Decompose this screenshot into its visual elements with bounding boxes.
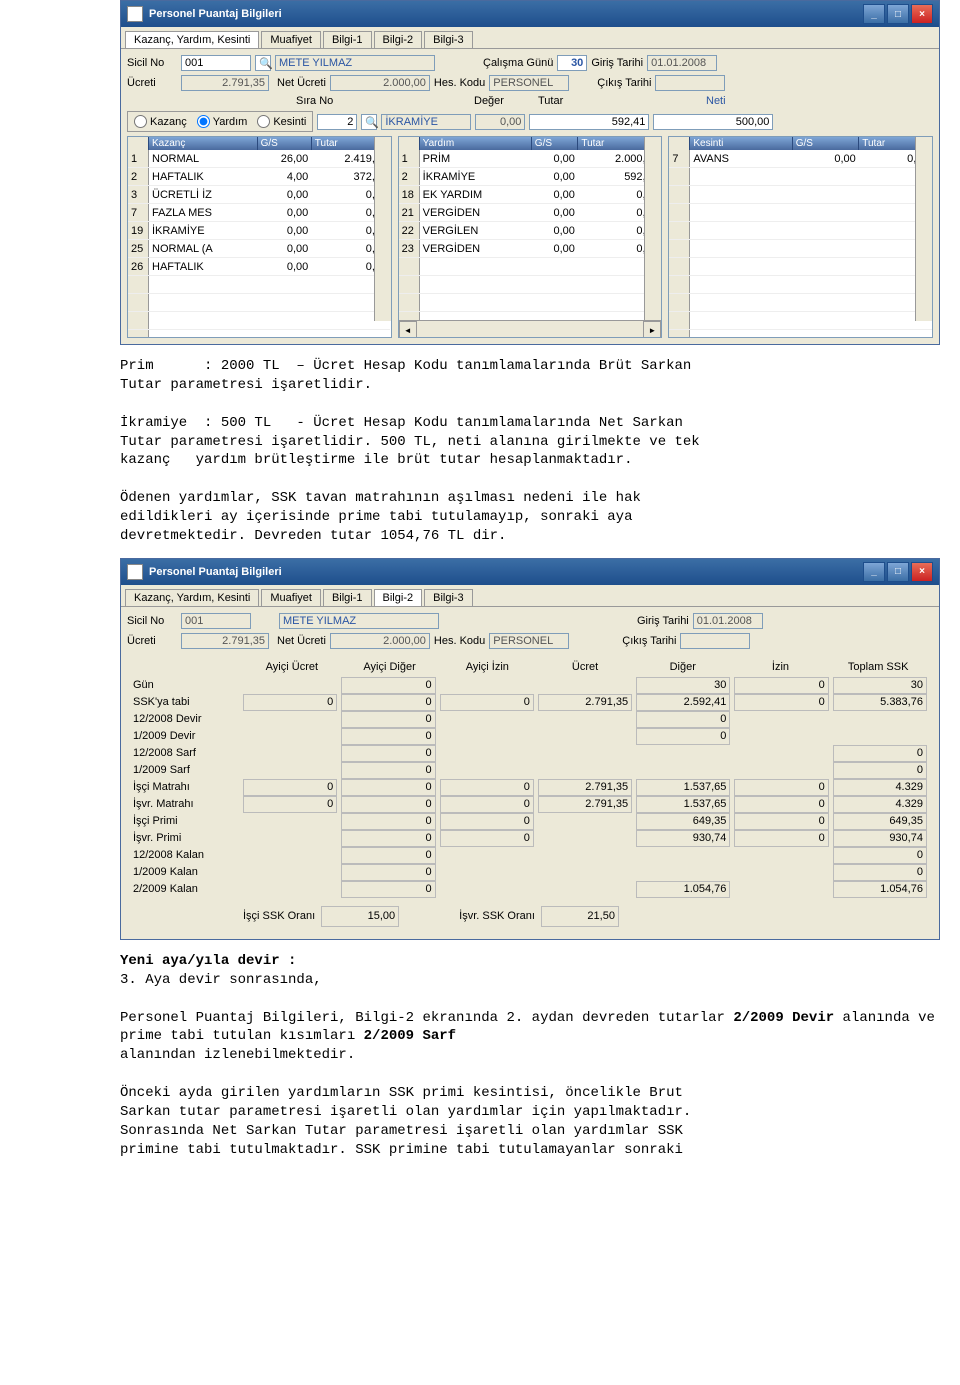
sira-lookup-button[interactable]: 🔍	[361, 114, 377, 130]
name-display: METE YILMAZ	[279, 613, 439, 629]
name-display: METE YILMAZ	[275, 55, 435, 71]
lbl-hes-kodu: Hes. Kodu	[434, 635, 485, 647]
body-text-2: Yeni aya/yıla devir : 3. Aya devir sonra…	[120, 952, 940, 1160]
tab-muafiyet[interactable]: Muafiyet	[261, 31, 321, 48]
tab-kazanc[interactable]: Kazanç, Yardım, Kesinti	[125, 589, 259, 606]
lbl-isvr-oran: İşvr. SSK Oranı	[459, 910, 535, 922]
tutar-input[interactable]: 592,41	[529, 114, 649, 130]
lbl-sira: Sıra No	[296, 95, 346, 107]
app-icon	[127, 564, 143, 580]
tabstrip: Kazanç, Yardım, Kesinti Muafiyet Bilgi-1…	[121, 585, 939, 607]
net-ucreti-input: 2.000,00	[330, 633, 430, 649]
window-title: Personel Puantaj Bilgileri	[149, 566, 282, 578]
giris-input: 01.01.2008	[647, 55, 717, 71]
lbl-calisma: Çalışma Günü	[483, 57, 553, 69]
lbl-cikis: Çıkış Tarihi	[622, 635, 676, 647]
tabstrip: Kazanç, Yardım, Kesinti Muafiyet Bilgi-1…	[121, 27, 939, 49]
sicil-input: 001	[181, 613, 251, 629]
grid-kazanc[interactable]: KazançG/STutar 1NORMAL26,002.419,172HAFT…	[127, 136, 392, 338]
lbl-net-ucreti: Net Ücreti	[277, 77, 326, 89]
minimize-button[interactable]: _	[863, 4, 885, 24]
cikis-input	[655, 75, 725, 91]
sira-input[interactable]: 2	[317, 114, 357, 130]
radio-kesinti[interactable]: Kesinti	[257, 115, 306, 128]
titlebar[interactable]: Personel Puantaj Bilgileri _ □ ×	[121, 1, 939, 27]
lbl-net-ucreti: Net Ücreti	[277, 635, 326, 647]
lbl-ucreti: Ücreti	[127, 635, 177, 647]
calisma-input[interactable]: 30	[557, 55, 587, 71]
lbl-neti: Neti	[706, 95, 756, 107]
tab-bilgi3[interactable]: Bilgi-3	[424, 31, 473, 48]
isvr-oran-input	[541, 906, 619, 927]
close-button[interactable]: ×	[911, 562, 933, 582]
maximize-button[interactable]: □	[887, 4, 909, 24]
deger-input: 0,00	[475, 114, 525, 130]
radio-group: Kazanç Yardım Kesinti	[127, 111, 313, 132]
window-title: Personel Puantaj Bilgileri	[149, 8, 282, 20]
hes-kodu-input: PERSONEL	[489, 75, 569, 91]
lbl-sicil: Sicil No	[127, 615, 177, 627]
neti-input[interactable]: 500,00	[653, 114, 773, 130]
tab-bilgi3[interactable]: Bilgi-3	[424, 589, 473, 606]
net-ucreti-input: 2.000,00	[330, 75, 430, 91]
ucreti-input: 2.791,35	[181, 633, 269, 649]
lbl-cikis: Çıkış Tarihi	[597, 77, 651, 89]
lbl-isci-oran: İşçi SSK Oranı	[243, 910, 315, 922]
body-text-1: Prim : 2000 TL – Ücret Hesap Kodu tanıml…	[120, 357, 940, 546]
close-button[interactable]: ×	[911, 4, 933, 24]
tab-bilgi1[interactable]: Bilgi-1	[323, 31, 372, 48]
cikis-input	[680, 633, 750, 649]
app-icon	[127, 6, 143, 22]
tab-bilgi2[interactable]: Bilgi-2	[374, 31, 423, 48]
lbl-ucreti: Ücreti	[127, 77, 177, 89]
lbl-tutar: Tutar	[538, 95, 598, 107]
hes-kodu-input: PERSONEL	[489, 633, 569, 649]
giris-input: 01.01.2008	[693, 613, 763, 629]
lbl-giris: Giriş Tarihi	[591, 57, 643, 69]
grid-yardim[interactable]: YardımG/STutar 1PRİM0,002.000,002İKRAMİY…	[398, 136, 663, 338]
window-puantaj-2: Personel Puantaj Bilgileri _ □ × Kazanç,…	[120, 558, 940, 940]
window-puantaj-1: Personel Puantaj Bilgileri _ □ × Kazanç,…	[120, 0, 940, 345]
tab-muafiyet[interactable]: Muafiyet	[261, 589, 321, 606]
lbl-giris: Giriş Tarihi	[637, 615, 689, 627]
titlebar[interactable]: Personel Puantaj Bilgileri _ □ ×	[121, 559, 939, 585]
isci-oran-input	[321, 906, 399, 927]
lookup-button[interactable]: 🔍	[255, 55, 271, 71]
tab-bilgi2[interactable]: Bilgi-2	[374, 589, 423, 606]
ucreti-input: 2.791,35	[181, 75, 269, 91]
radio-yardim[interactable]: Yardım	[197, 115, 248, 128]
tab-bilgi1[interactable]: Bilgi-1	[323, 589, 372, 606]
lbl-hes-kodu: Hes. Kodu	[434, 77, 485, 89]
radio-kazanc[interactable]: Kazanç	[134, 115, 187, 128]
lbl-sicil: Sicil No	[127, 57, 177, 69]
sira-name: İKRAMİYE	[381, 114, 471, 130]
maximize-button[interactable]: □	[887, 562, 909, 582]
tab-kazanc[interactable]: Kazanç, Yardım, Kesinti	[125, 31, 259, 48]
bilgi2-grid: Ayiçi ÜcretAyiçi DiğerAyiçi İzinÜcretDiğ…	[127, 653, 933, 933]
sicil-input[interactable]: 001	[181, 55, 251, 71]
lbl-deger: Değer	[474, 95, 534, 107]
grid-kesinti[interactable]: KesintiG/STutar 7AVANS0,000,00..........	[668, 136, 933, 338]
minimize-button[interactable]: _	[863, 562, 885, 582]
